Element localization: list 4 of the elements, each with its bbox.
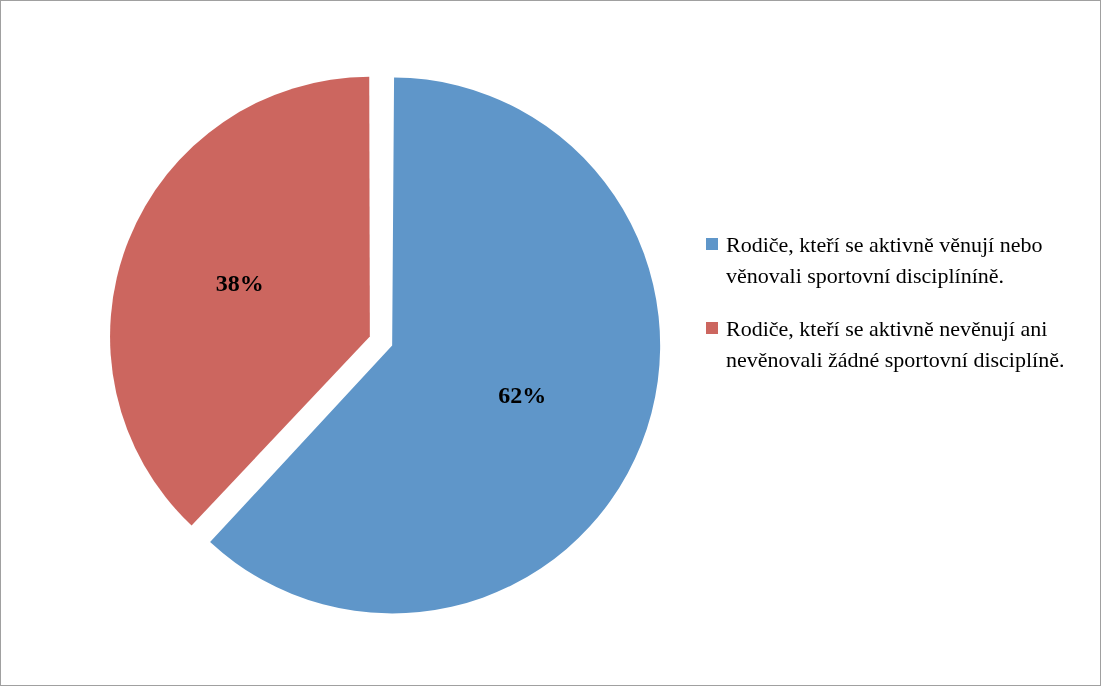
legend-label: Rodiče, kteří se aktivně nevěnují ani nevěnovali žádné sportovní disciplíně.	[726, 315, 1066, 374]
data-label: 38%	[215, 270, 264, 297]
legend-label: Rodiče, kteří se aktivně věnují nebo věnovali sportovní disciplíníně.	[726, 231, 1044, 290]
data-label: 62%	[498, 382, 547, 409]
